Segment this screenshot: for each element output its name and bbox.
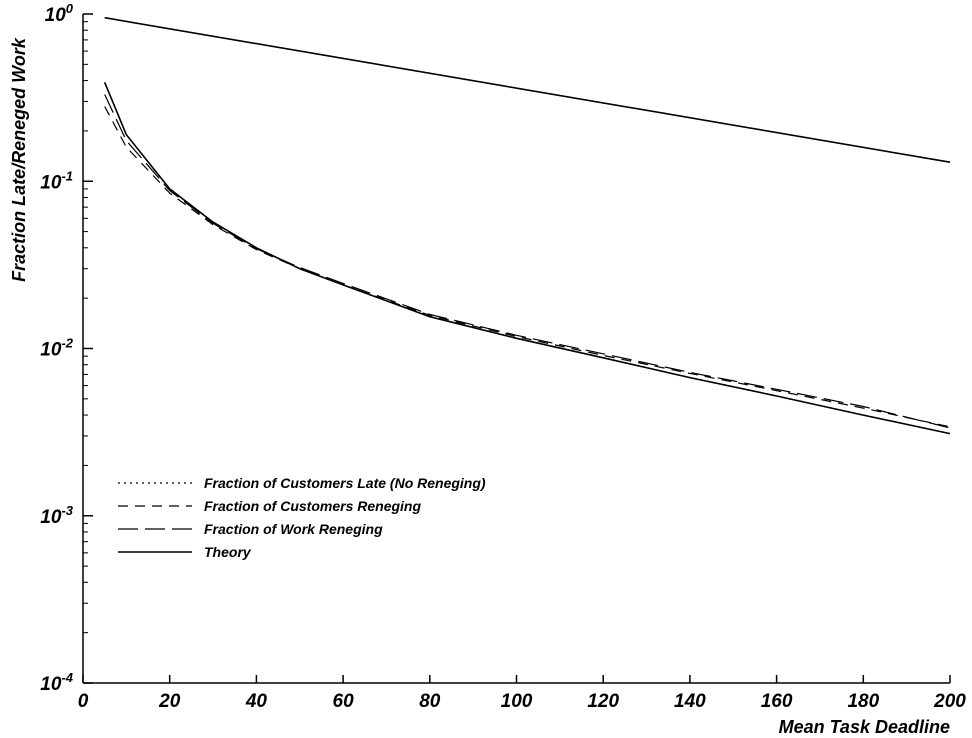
y-tick-label: 10-2 bbox=[40, 336, 73, 361]
x-tick-label: 40 bbox=[245, 691, 268, 712]
y-tick-exponent: -4 bbox=[61, 670, 73, 685]
y-tick-base: 10 bbox=[40, 340, 62, 361]
series-layer bbox=[103, 16, 951, 435]
series-line-5 bbox=[104, 16, 951, 163]
legend-label: Fraction of Work Reneging bbox=[204, 521, 383, 537]
x-tick-label: 60 bbox=[333, 691, 355, 712]
x-tick-label: 120 bbox=[587, 691, 619, 712]
x-tick-label: 200 bbox=[933, 691, 966, 712]
y-tick-label: 10-3 bbox=[40, 503, 73, 528]
y-tick-base: 10 bbox=[40, 674, 62, 695]
y-tick-base: 10 bbox=[40, 172, 62, 193]
x-tick-label: 140 bbox=[674, 691, 706, 712]
x-tick-label: 100 bbox=[501, 691, 533, 712]
y-tick-base: 10 bbox=[40, 507, 62, 528]
x-tick-layer: 0 20 40 60 80 100 120 140 160 180 200 bbox=[78, 675, 966, 712]
y-tick-base: 10 bbox=[45, 5, 67, 26]
y-tick-exponent: -3 bbox=[61, 503, 73, 518]
series-line-3 bbox=[104, 94, 951, 429]
x-tick-label: 20 bbox=[158, 691, 181, 712]
y-tick-label: 10-1 bbox=[40, 168, 73, 193]
y-tick-exponent: 0 bbox=[66, 1, 74, 16]
y-tick-label: 100 bbox=[45, 1, 74, 26]
axis-layer bbox=[82, 14, 950, 684]
y-axis-label: Fraction Late/Reneged Work bbox=[9, 37, 29, 282]
y-tick-label: 10-4 bbox=[40, 670, 73, 695]
legend-label: Fraction of Customers Late (No Reneging) bbox=[204, 475, 486, 491]
legend-label: Fraction of Customers Reneging bbox=[204, 498, 421, 514]
y-tick-exponent: -2 bbox=[61, 336, 73, 351]
x-tick-label: 80 bbox=[419, 691, 441, 712]
series-line-1 bbox=[104, 82, 951, 435]
series-line-4 bbox=[103, 82, 951, 435]
x-tick-label: 160 bbox=[761, 691, 793, 712]
x-tick-label: 180 bbox=[847, 691, 879, 712]
x-tick-label: 0 bbox=[78, 691, 89, 712]
legend: Fraction of Customers Late (No Reneging)… bbox=[118, 475, 486, 560]
legend-label: Theory bbox=[204, 544, 252, 560]
y-tick-exponent: -1 bbox=[61, 168, 73, 183]
series-line-2 bbox=[104, 106, 951, 428]
x-axis-label: Mean Task Deadline bbox=[779, 717, 950, 737]
